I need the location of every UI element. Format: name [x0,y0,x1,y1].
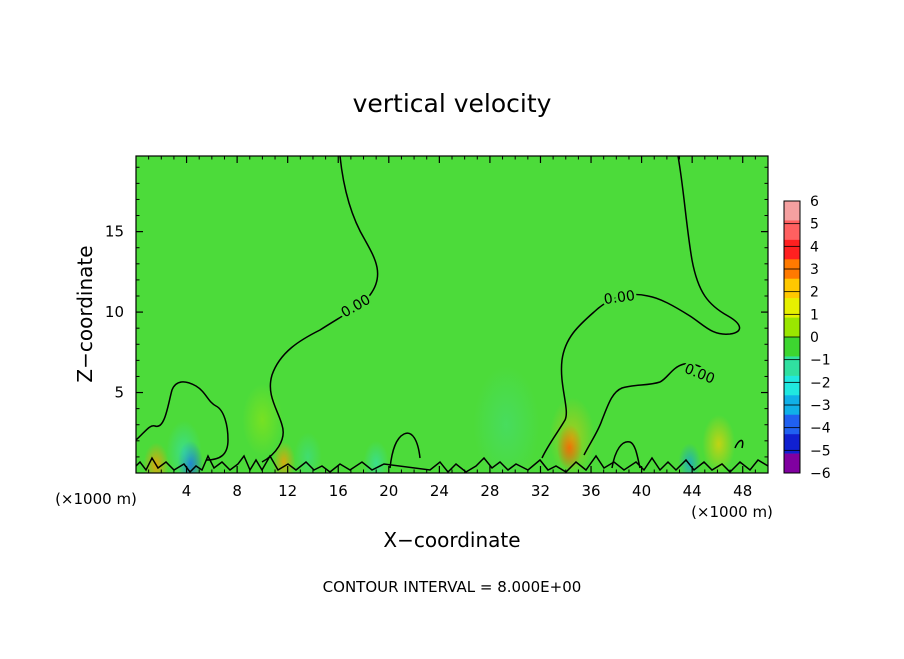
velocity-blob [363,440,389,473]
y-tick-label: 10 [105,303,124,321]
plot-background [136,156,768,473]
x-axis-ticks: 4 8 12 16 20 24 28 32 36 40 44 48 [148,156,756,500]
colorbar-swatch [784,414,800,435]
colorbar-label: 1 [810,307,819,323]
colorbar-swatch [784,317,800,338]
colorbar-label: −4 [810,421,831,437]
y-tick-label: 5 [114,384,124,402]
y-tick-label: 15 [105,223,124,241]
x-tick-label: 28 [480,482,499,500]
colorbar-swatch [784,356,800,377]
y-axis-ticks: 5 10 15 [105,166,768,458]
velocity-blob [242,383,283,456]
colorbar-swatch [784,278,800,299]
colorbar-label: 0 [810,330,819,346]
contour-line-far-right [734,439,744,449]
velocity-blob [294,432,322,473]
colorbar-label: 3 [810,262,819,278]
colorbar-label: 4 [810,239,819,255]
plot-area: 0.00 0.00 0.00 4 8 12 16 20 24 28 32 36 40 44 48 51… [105,155,769,500]
velocity-blob [549,397,595,473]
contour-line-left [261,156,379,463]
colorbar-label: −2 [810,375,831,391]
colorbar-label: −1 [810,353,831,369]
x-unit-right: (×1000 m) [691,503,773,521]
x-tick-label: 20 [379,482,398,500]
colorbar-label: 5 [810,217,819,233]
velocity-blob [702,414,736,473]
chart-title: vertical velocity [353,89,552,118]
colorbar-swatch [784,239,800,260]
velocity-blob [272,441,296,473]
x-unit-left: (×1000 m) [55,490,137,508]
colorbar-swatch [784,298,800,318]
velocity-blob [473,366,540,473]
velocity-blob [678,443,702,473]
contour-line-left-bump [136,381,229,461]
contour-line-surface [136,454,768,473]
x-tick-label: 4 [182,482,192,500]
contour-line-right-bump [611,441,641,469]
x-tick-label: 40 [632,482,651,500]
colorbar-swatch [784,337,800,357]
colorbar-label: 2 [810,285,819,301]
colorbar: 6 5 4 3 2 1 0 −1 −2 −3 −4 −5 −6 [783,194,831,482]
colorbar-swatch [784,453,800,474]
x-tick-label: 36 [581,482,600,500]
colorbar-label: 6 [810,194,819,210]
colorbar-swatch [784,201,800,221]
x-axis-label: X−coordinate [383,528,520,552]
colorbar-swatch [784,220,800,241]
x-tick-label: 24 [430,482,449,500]
colorbar-label: −3 [810,398,831,414]
colorbar-label: −5 [810,443,831,459]
colorbar-swatch [784,375,800,396]
colorbar-swatch [784,434,800,454]
x-tick-label: 44 [683,482,702,500]
velocity-field [143,366,736,473]
contour-line-right-mid [583,362,717,456]
contour-line-mid-bump [389,432,421,469]
x-tick-label: 8 [232,482,242,500]
contour-line-right-top [541,156,741,459]
contour-lines [136,156,768,473]
x-tick-label: 48 [733,482,752,500]
colorbar-label: −6 [810,466,831,482]
x-tick-label: 12 [278,482,297,500]
velocity-blob [166,420,202,473]
x-tick-label: 32 [531,482,550,500]
y-axis-label: Z−coordinate [73,245,97,382]
x-tick-label: 16 [329,482,348,500]
contour-interval-footer: CONTOUR INTERVAL = 8.000E+00 [323,578,582,596]
